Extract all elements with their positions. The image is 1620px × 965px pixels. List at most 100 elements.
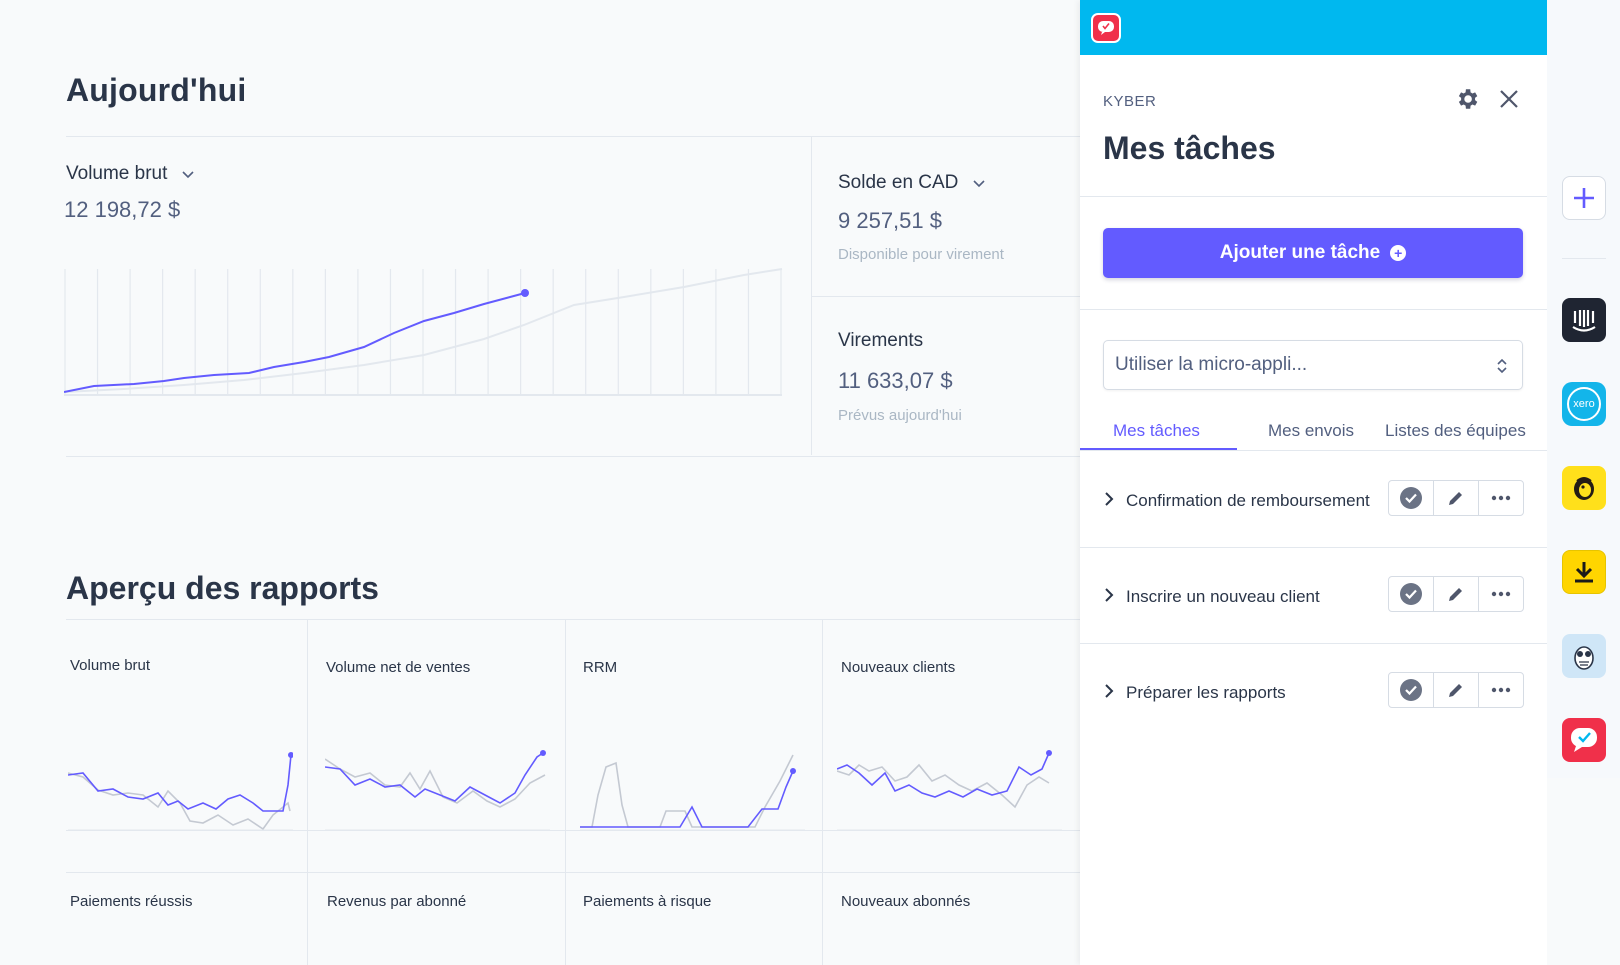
plus-circle-icon: +	[1390, 245, 1407, 261]
divider	[1080, 450, 1547, 451]
task-label: Préparer les rapports	[1126, 683, 1286, 702]
check-circle-icon	[1400, 679, 1422, 701]
report-card-title[interactable]: Nouveaux abonnés	[841, 893, 971, 910]
kyber-panel: KYBER Mes tâches Ajouter une tâche + Uti…	[1080, 0, 1547, 965]
divider	[307, 620, 308, 965]
chevron-down-icon	[973, 180, 985, 188]
gross-volume-chart	[64, 268, 783, 396]
kyber-app-badge[interactable]	[1091, 13, 1121, 43]
divider	[66, 872, 1080, 873]
report-card-title[interactable]: Volume brut	[70, 657, 151, 674]
more-dots-icon	[1491, 687, 1511, 693]
task-actions	[1388, 480, 1524, 516]
panel-topbar	[1080, 0, 1547, 55]
xero-icon[interactable]: xero	[1562, 382, 1606, 426]
micro-app-select[interactable]: Utiliser la micro-appli...	[1103, 340, 1523, 390]
balance-dropdown[interactable]: Solde en CAD	[838, 172, 986, 194]
more-options-button[interactable]	[1479, 673, 1523, 707]
task-label: Inscrire un nouveau client	[1126, 587, 1320, 606]
balance-value: 9 257,51 $	[838, 208, 942, 233]
divider	[1080, 309, 1547, 310]
plus-icon[interactable]	[1562, 176, 1606, 220]
sparkline-new-customers	[837, 750, 1062, 830]
task-actions	[1388, 576, 1524, 612]
chevron-right-icon[interactable]	[1102, 490, 1116, 508]
pencil-icon	[1449, 684, 1462, 697]
more-dots-icon	[1491, 591, 1511, 597]
gross-volume-label: Volume brut	[66, 163, 168, 184]
pencil-icon	[1449, 492, 1462, 505]
task-label: Confirmation de remboursement	[1126, 491, 1370, 510]
tab-team-lists[interactable]: Listes des équipes	[1385, 421, 1526, 440]
micro-app-select-value: Utiliser la micro-appli...	[1115, 354, 1308, 375]
kyber-icon[interactable]	[1562, 718, 1606, 762]
sparkline-gross-volume	[68, 752, 293, 830]
report-card-title[interactable]: Nouveaux clients	[841, 659, 956, 676]
report-card-title[interactable]: Paiements réussis	[70, 893, 193, 910]
divider	[1080, 643, 1547, 644]
gross-volume-value: 12 198,72 $	[64, 197, 181, 222]
active-tab-indicator	[1080, 448, 1237, 451]
check-circle-icon	[1400, 583, 1422, 605]
report-card-title[interactable]: Revenus par abonné	[327, 893, 467, 910]
add-task-button[interactable]: Ajouter une tâche +	[1103, 228, 1523, 278]
report-card-title[interactable]: Paiements à risque	[583, 893, 712, 910]
divider	[66, 830, 1080, 831]
task-row[interactable]: Inscrire un nouveau client	[1080, 550, 1547, 646]
gross-volume-dropdown[interactable]: Volume brut	[66, 163, 195, 185]
app-rail: xero	[1547, 0, 1620, 965]
divider	[565, 620, 566, 965]
today-title: Aujourd'hui	[66, 72, 247, 108]
complete-task-button[interactable]	[1389, 577, 1434, 611]
report-card-title[interactable]: RRM	[583, 659, 618, 676]
select-arrows-icon	[1497, 358, 1507, 374]
chart-gridlines	[64, 269, 782, 395]
payouts-sub: Prévus aujourd'hui	[838, 407, 962, 424]
sparkline-mrr	[580, 754, 805, 830]
chevron-down-icon	[182, 171, 194, 179]
balance-label: Solde en CAD	[838, 172, 959, 193]
reports-title: Aperçu des rapports	[66, 570, 379, 606]
payouts-value: 11 633,07 $	[838, 368, 953, 393]
panel-brand: KYBER	[1103, 93, 1157, 110]
more-options-button[interactable]	[1479, 481, 1523, 515]
edit-task-button[interactable]	[1434, 481, 1479, 515]
close-icon[interactable]	[1498, 88, 1520, 110]
check-circle-icon	[1400, 487, 1422, 509]
payouts-label: Virements	[838, 330, 924, 351]
divider	[811, 296, 1080, 297]
dashboard: Aujourd'hui Volume brut 12 198,72 $ Sold…	[64, 72, 1080, 965]
report-card-title[interactable]: Volume net de ventes	[326, 659, 471, 676]
comparison-series-line	[64, 268, 783, 393]
complete-task-button[interactable]	[1389, 481, 1434, 515]
edit-task-button[interactable]	[1434, 673, 1479, 707]
download-icon[interactable]	[1562, 550, 1606, 594]
task-row[interactable]: Confirmation de remboursement	[1080, 454, 1547, 550]
more-dots-icon	[1491, 495, 1511, 501]
add-task-label: Ajouter une tâche	[1219, 242, 1381, 263]
tab-my-sent[interactable]: Mes envois	[1268, 421, 1354, 440]
divider	[1562, 258, 1606, 259]
tab-my-tasks[interactable]: Mes tâches	[1113, 421, 1200, 440]
chevron-right-icon[interactable]	[1102, 586, 1116, 604]
divider	[822, 620, 823, 965]
complete-task-button[interactable]	[1389, 673, 1434, 707]
gear-icon[interactable]	[1454, 86, 1480, 112]
edit-task-button[interactable]	[1434, 577, 1479, 611]
intercom-icon[interactable]	[1562, 298, 1606, 342]
divider	[66, 456, 1080, 457]
chevron-right-icon[interactable]	[1102, 682, 1116, 700]
current-series-line	[64, 292, 526, 393]
divider	[1080, 547, 1547, 548]
divider	[66, 619, 1080, 620]
more-options-button[interactable]	[1479, 577, 1523, 611]
chat-check-icon	[1098, 21, 1114, 35]
balance-sub: Disponible pour virement	[838, 246, 1004, 263]
pencil-icon	[1449, 588, 1462, 601]
sparkline-net-sales	[325, 750, 550, 830]
panel-title: Mes tâches	[1103, 130, 1276, 166]
mailchimp-icon[interactable]	[1562, 466, 1606, 510]
task-row[interactable]: Préparer les rapports	[1080, 646, 1547, 742]
current-point	[521, 289, 529, 297]
owl-icon[interactable]	[1562, 634, 1606, 678]
